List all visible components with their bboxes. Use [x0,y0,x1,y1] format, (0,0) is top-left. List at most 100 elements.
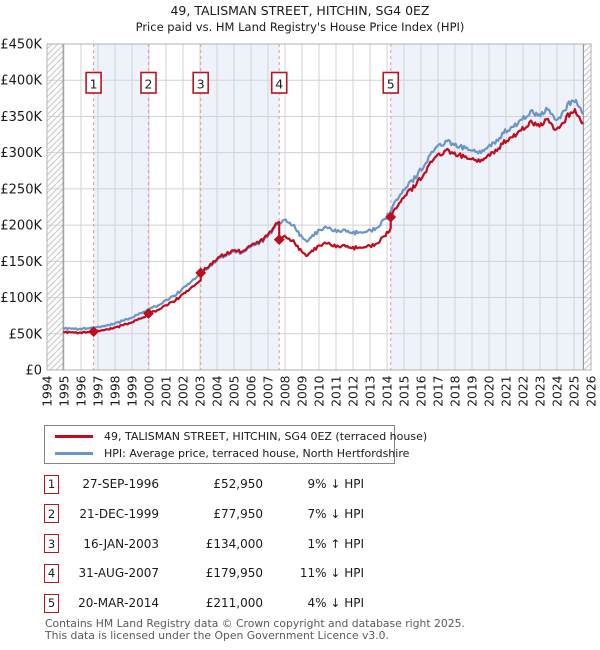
sale-price: £134,000 [205,536,263,551]
svg-text:£400K: £400K [0,74,42,89]
svg-text:£350K: £350K [0,110,42,125]
sale-point-diamond [385,211,397,223]
chart-legend: 49, TALISMAN STREET, HITCHIN, SG4 0EZ (t… [44,425,427,464]
sale-price: £179,950 [205,566,263,581]
sale-date: 21-DEC-1999 [79,506,159,521]
sale-number-badge: 4 [44,563,59,583]
svg-text:2000: 2000 [142,376,156,407]
svg-text:£200K: £200K [0,219,42,234]
svg-text:1999: 1999 [125,376,139,407]
svg-text:2019: 2019 [465,376,479,407]
sale-date: 20-MAR-2014 [78,596,159,611]
hpi-line-swatch [55,451,93,455]
sale-hpi-delta: 11% ↓ HPI [299,566,364,581]
legend-item-property: 49, TALISMAN STREET, HITCHIN, SG4 0EZ (t… [45,429,427,444]
no-data-hatch [47,44,591,370]
legend-label: 49, TALISMAN STREET, HITCHIN, SG4 0EZ (t… [104,429,428,443]
svg-text:2004: 2004 [210,375,224,406]
ownership-bands [93,44,584,370]
svg-text:2015: 2015 [397,376,411,407]
svg-text:2022: 2022 [516,376,530,407]
footer-line: Contains HM Land Registry data © Crown c… [45,617,465,630]
plot-border [46,43,592,371]
sale-date: 27-SEP-1996 [82,477,159,491]
sale-number-badge: 2 [44,504,59,524]
sale-hpi-delta: 4% ↓ HPI [307,596,364,611]
hpi-line [63,98,585,331]
sale-row: 5 20-MAR-2014 £211,000 4% ↓ HPI [44,593,368,613]
page-title: 49, TALISMAN STREET, HITCHIN, SG4 0EZ [170,3,430,18]
svg-text:2003: 2003 [193,376,207,407]
svg-text:2021: 2021 [499,376,513,407]
svg-text:2009: 2009 [295,376,309,407]
page-subtitle: Price paid vs. HM Land Registry's House … [135,20,465,34]
attribution-footer: Contains HM Land Registry data © Crown c… [45,617,465,643]
svg-text:2006: 2006 [244,375,258,406]
sale-number-label: 4 [275,76,283,91]
sale-point-diamond [195,267,207,279]
svg-text:1996: 1996 [74,375,88,406]
svg-text:2010: 2010 [312,376,326,407]
svg-text:£150K: £150K [0,255,42,270]
property-line-swatch [55,434,93,438]
sale-hpi-delta: 1% ↑ HPI [307,536,364,551]
svg-text:2002: 2002 [176,376,190,407]
svg-text:2011: 2011 [329,376,343,407]
sale-price: £211,000 [205,596,263,611]
sale-point-diamond [143,308,154,319]
svg-text:£300K: £300K [0,146,42,161]
sale-row: 3 16-JAN-2003 £134,000 1% ↑ HPI [44,534,368,554]
svg-text:£100K: £100K [0,291,42,306]
svg-text:2008: 2008 [278,376,292,407]
svg-text:2026: 2026 [584,375,598,406]
svg-text:2018: 2018 [448,376,462,407]
svg-text:2001: 2001 [159,376,173,407]
sale-point-diamond [273,234,285,246]
sale-number-label: 1 [90,76,98,91]
svg-text:1998: 1998 [108,376,122,407]
sale-number-badge: 5 [44,593,59,613]
svg-text:£50K: £50K [9,327,43,342]
x-axis-labels: 1994 1995 1996 1997 1998 1999 2000 2001 2002 2003… [40,375,598,406]
svg-text:2005: 2005 [227,376,241,407]
sale-date: 31-AUG-2007 [78,566,160,581]
sale-row: 2 21-DEC-1999 £77,950 7% ↓ HPI [44,504,368,524]
svg-text:2007: 2007 [261,376,275,407]
svg-text:£250K: £250K [0,182,42,197]
sale-date: 16-JAN-2003 [83,536,159,551]
legend-item-hpi: HPI: Average price, terraced house, Nort… [45,446,409,461]
price-history-chart: 1 2 3 4 5 £0 £50K £100K £150K £200K £250K £300K £350… [0,38,598,407]
sale-number-badge: 3 [44,534,59,554]
svg-text:1997: 1997 [91,376,105,407]
sale-number-label: 5 [387,76,395,91]
svg-text:2017: 2017 [431,376,445,407]
sale-row: 4 31-AUG-2007 £179,950 11% ↓ HPI [44,563,368,583]
sale-hpi-delta: 7% ↓ HPI [307,506,364,521]
sale-hpi-delta: 9% ↓ HPI [307,477,364,491]
sale-price: £52,950 [213,477,263,491]
sale-number-label: 3 [197,76,205,91]
svg-text:1995: 1995 [57,376,71,407]
footer-line: This data is licensed under the Open Gov… [45,629,389,643]
svg-text:£0: £0 [25,364,42,379]
svg-text:2023: 2023 [533,376,547,407]
legend-label: HPI: Average price, terraced house, Nort… [104,446,410,460]
sale-markers [88,211,397,338]
svg-text:2013: 2013 [363,376,377,407]
svg-text:2016: 2016 [414,375,428,406]
svg-text:2024: 2024 [550,375,564,406]
svg-text:2025: 2025 [567,376,581,407]
svg-text:1994: 1994 [40,375,54,406]
y-axis-labels: £0 £50K £100K £150K £200K £250K £300K £350K £400… [0,38,42,379]
svg-text:2020: 2020 [482,376,496,407]
sale-price: £77,950 [213,506,263,521]
svg-text:2014: 2014 [380,375,394,406]
sale-number-boxes: 1 2 3 4 5 [85,71,400,94]
svg-text:2012: 2012 [346,376,360,407]
sale-number-badge: 1 [44,474,59,494]
sale-point-diamond [88,326,99,338]
sale-row: 1 27-SEP-1996 £52,950 9% ↓ HPI [44,474,368,494]
sale-number-label: 2 [145,76,153,91]
svg-text:£450K: £450K [0,38,42,53]
